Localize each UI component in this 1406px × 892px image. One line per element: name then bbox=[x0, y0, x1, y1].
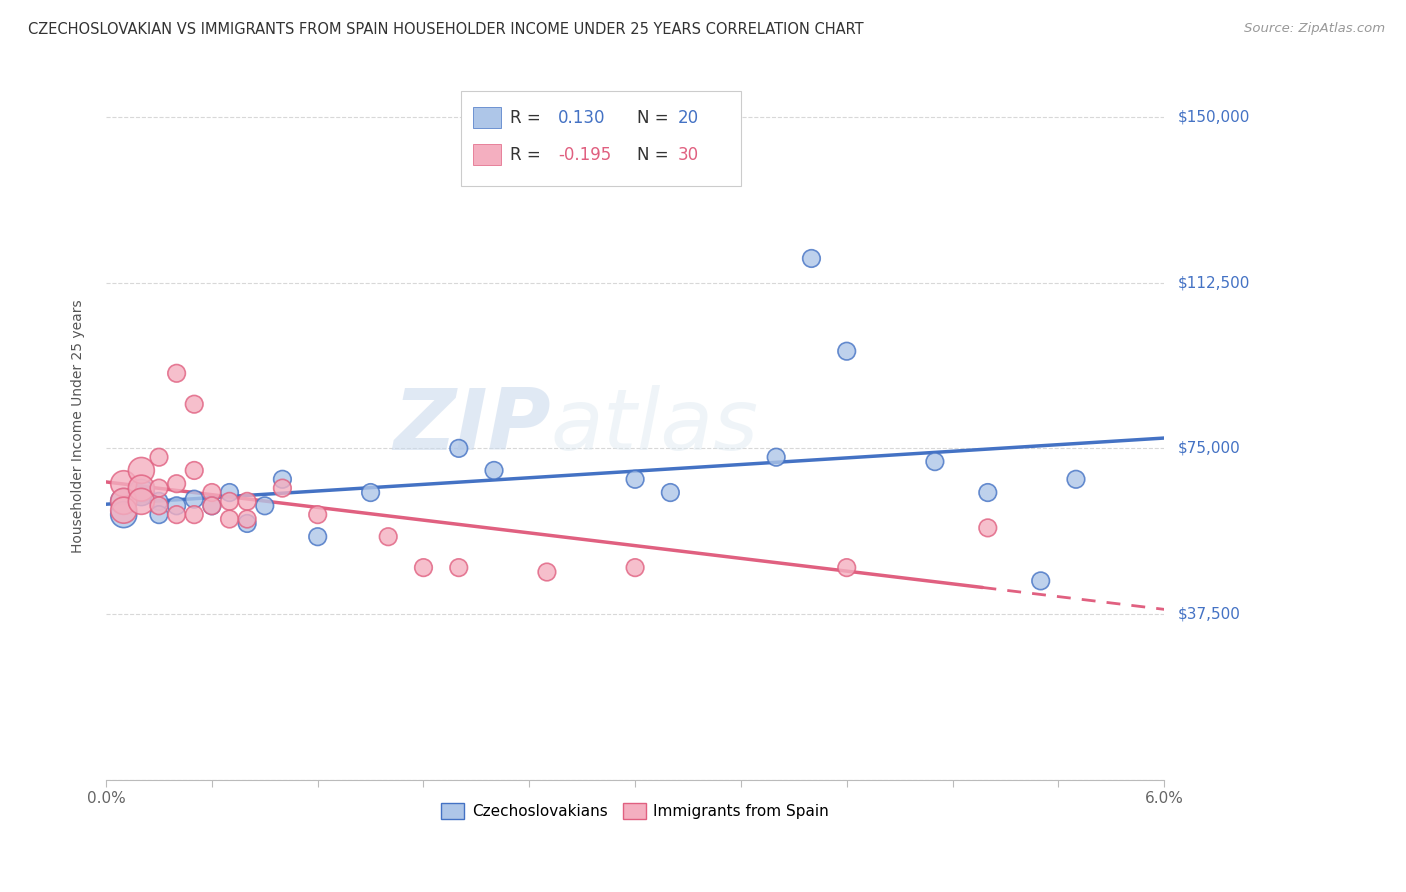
Text: 0.130: 0.130 bbox=[558, 109, 606, 128]
Point bbox=[1064, 472, 1087, 486]
Point bbox=[112, 494, 135, 508]
Legend: Czechoslovakians, Immigrants from Spain: Czechoslovakians, Immigrants from Spain bbox=[434, 797, 835, 825]
Point bbox=[835, 344, 858, 359]
Point bbox=[183, 463, 205, 477]
Point bbox=[148, 494, 170, 508]
Point bbox=[166, 508, 188, 522]
Point bbox=[924, 455, 946, 469]
Text: N =: N = bbox=[637, 146, 673, 164]
Point bbox=[112, 508, 135, 522]
Point bbox=[236, 512, 259, 526]
Point bbox=[447, 442, 470, 456]
Point bbox=[218, 485, 240, 500]
Text: atlas: atlas bbox=[551, 384, 758, 467]
Point bbox=[201, 499, 224, 513]
Point bbox=[148, 499, 170, 513]
Point bbox=[166, 366, 188, 380]
Point bbox=[765, 450, 787, 465]
Point bbox=[166, 476, 188, 491]
Point bbox=[977, 521, 1000, 535]
Text: R =: R = bbox=[510, 109, 547, 128]
FancyBboxPatch shape bbox=[474, 107, 501, 128]
Text: $37,500: $37,500 bbox=[1178, 607, 1241, 622]
FancyBboxPatch shape bbox=[474, 144, 501, 165]
Point bbox=[835, 560, 858, 574]
Point bbox=[253, 499, 276, 513]
Point bbox=[148, 481, 170, 495]
Point bbox=[271, 481, 294, 495]
Point bbox=[800, 252, 823, 266]
Text: 20: 20 bbox=[678, 109, 699, 128]
Point bbox=[377, 530, 399, 544]
Point bbox=[201, 499, 224, 513]
Point bbox=[131, 494, 153, 508]
Point bbox=[412, 560, 434, 574]
Text: N =: N = bbox=[637, 109, 673, 128]
Point bbox=[112, 494, 135, 508]
Point bbox=[1029, 574, 1052, 588]
Point bbox=[624, 560, 647, 574]
Point bbox=[218, 512, 240, 526]
Point bbox=[183, 492, 205, 507]
Point bbox=[131, 463, 153, 477]
Point bbox=[148, 450, 170, 465]
Text: $112,500: $112,500 bbox=[1178, 276, 1250, 290]
Text: ZIP: ZIP bbox=[392, 384, 551, 467]
Point bbox=[236, 494, 259, 508]
Point bbox=[659, 485, 682, 500]
Point bbox=[148, 508, 170, 522]
Point bbox=[166, 499, 188, 513]
Point bbox=[624, 472, 647, 486]
Point bbox=[307, 508, 329, 522]
Point bbox=[447, 560, 470, 574]
Text: R =: R = bbox=[510, 146, 547, 164]
Text: CZECHOSLOVAKIAN VS IMMIGRANTS FROM SPAIN HOUSEHOLDER INCOME UNDER 25 YEARS CORRE: CZECHOSLOVAKIAN VS IMMIGRANTS FROM SPAIN… bbox=[28, 22, 863, 37]
Text: -0.195: -0.195 bbox=[558, 146, 612, 164]
Point bbox=[112, 503, 135, 517]
Point bbox=[977, 485, 1000, 500]
Point bbox=[218, 494, 240, 508]
Point bbox=[271, 472, 294, 486]
Text: 30: 30 bbox=[678, 146, 699, 164]
Point bbox=[536, 565, 558, 579]
Point bbox=[183, 508, 205, 522]
Point bbox=[307, 530, 329, 544]
Point bbox=[360, 485, 382, 500]
Point bbox=[131, 485, 153, 500]
Point bbox=[201, 485, 224, 500]
Text: Source: ZipAtlas.com: Source: ZipAtlas.com bbox=[1244, 22, 1385, 36]
Text: $75,000: $75,000 bbox=[1178, 441, 1240, 456]
Y-axis label: Householder Income Under 25 years: Householder Income Under 25 years bbox=[72, 300, 86, 553]
Text: $150,000: $150,000 bbox=[1178, 110, 1250, 125]
Point bbox=[482, 463, 505, 477]
Point bbox=[236, 516, 259, 531]
FancyBboxPatch shape bbox=[461, 91, 741, 186]
Point bbox=[112, 476, 135, 491]
Point bbox=[131, 481, 153, 495]
Point bbox=[183, 397, 205, 411]
